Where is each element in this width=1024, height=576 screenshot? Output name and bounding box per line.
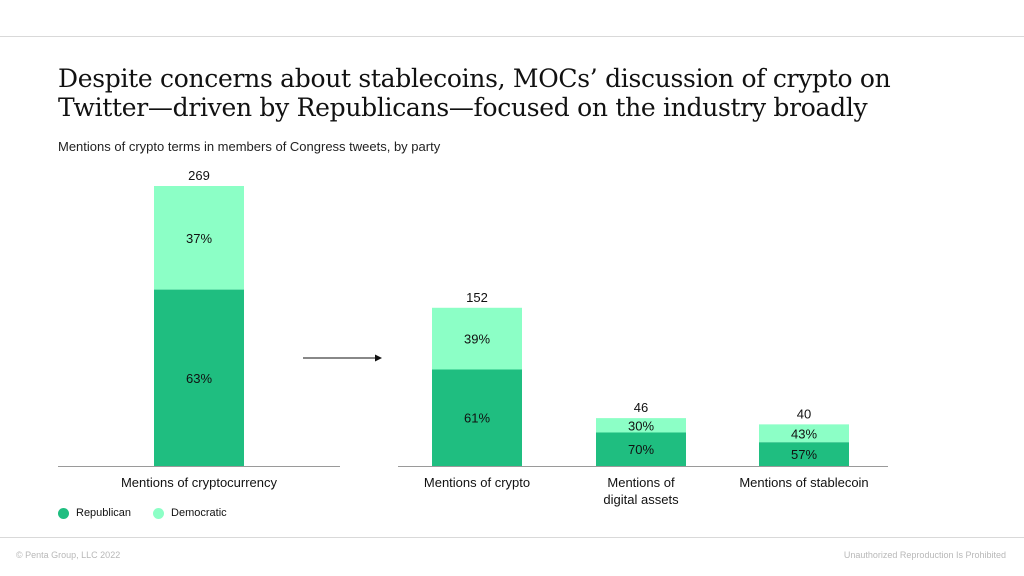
share-label-republican-2: 70% — [628, 442, 654, 457]
top-rule — [0, 36, 1024, 37]
category-label-0: Mentions of cryptocurrency — [121, 475, 278, 490]
category-label-2-line-0: Mentions of — [607, 475, 675, 490]
bar-democratic-0 — [154, 186, 244, 290]
share-label-republican-0: 63% — [186, 371, 212, 386]
arrow-head — [375, 354, 382, 362]
share-label-democratic-3: 43% — [791, 426, 817, 441]
bar-democratic-1 — [432, 307, 522, 370]
category-label-3: Mentions of stablecoin — [739, 475, 868, 490]
bar-republican-3 — [759, 442, 849, 466]
total-label-0: 269 — [188, 168, 210, 183]
reproduction-notice: Unauthorized Reproduction Is Prohibited — [843, 550, 1006, 560]
bar-republican-2 — [596, 432, 686, 466]
bar-democratic-2 — [596, 418, 686, 433]
bottom-rule — [0, 537, 1024, 538]
share-label-democratic-2: 30% — [628, 418, 654, 433]
legend-label-democratic: Democratic — [171, 507, 227, 519]
total-label-1: 152 — [466, 290, 488, 305]
legend-item-democratic: Democratic — [153, 507, 227, 519]
share-label-republican-3: 57% — [791, 447, 817, 462]
bar-democratic-3 — [759, 424, 849, 443]
share-label-republican-1: 61% — [464, 411, 490, 426]
bar-republican-0 — [154, 289, 244, 466]
total-label-3: 40 — [797, 406, 811, 421]
legend: Republican Democratic — [58, 507, 249, 519]
legend-swatch-republican — [58, 507, 69, 519]
chart-title: Despite concerns about stablecoins, MOCs… — [58, 64, 891, 122]
total-label-2: 46 — [634, 400, 648, 415]
legend-item-republican: Republican — [58, 507, 131, 519]
category-label-2-line-1: digital assets — [603, 492, 679, 507]
bar-republican-1 — [432, 369, 522, 466]
copyright-text: © Penta Group, LLC 2022 — [16, 550, 121, 560]
share-label-democratic-0: 37% — [186, 231, 212, 246]
share-label-democratic-1: 39% — [464, 332, 490, 347]
legend-label-republican: Republican — [76, 507, 132, 519]
legend-swatch-democratic — [153, 507, 165, 519]
category-label-1: Mentions of crypto — [424, 475, 530, 490]
chart-subtitle: Mentions of crypto terms in members of C… — [58, 139, 441, 154]
